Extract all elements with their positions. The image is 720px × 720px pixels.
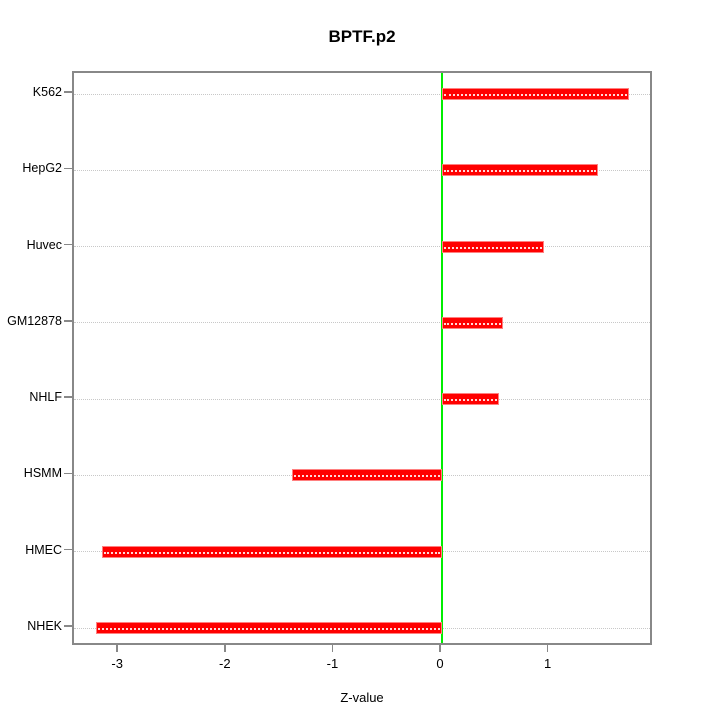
x-axis-tick: [331, 645, 334, 652]
bar: [442, 393, 500, 406]
grid-line: [74, 93, 650, 95]
bar-center-dots: [103, 551, 440, 554]
category-label: K562: [32, 85, 62, 99]
bar: [442, 88, 630, 100]
x-tick-label: -3: [111, 656, 123, 671]
x-axis-tick: [439, 645, 441, 652]
y-axis-tick: [64, 243, 72, 246]
category-label: HSMM: [23, 466, 62, 481]
grid-line: [74, 322, 650, 324]
category-label: GM12878: [7, 313, 62, 328]
grid-line: [74, 169, 650, 171]
bar: [292, 469, 442, 482]
bar-center-dots: [444, 170, 597, 173]
category-label: NHEK: [27, 619, 62, 633]
bar: [442, 316, 504, 329]
category-label: Huvec: [26, 237, 62, 252]
y-axis-tick: [64, 167, 72, 170]
chart-title: BPTF.p2: [328, 27, 396, 46]
bar-center-dots: [444, 94, 628, 96]
zero-reference-line: [441, 73, 443, 643]
y-axis-tick: [64, 320, 72, 322]
category-label: HepG2: [22, 161, 62, 176]
grid-line: [74, 246, 650, 248]
bar-center-dots: [294, 475, 440, 478]
y-axis-tick: [64, 548, 72, 551]
plot-area: [72, 71, 652, 645]
bar-center-dots: [97, 628, 440, 630]
y-axis-tick: [64, 625, 72, 627]
bar-center-dots: [444, 399, 498, 402]
grid-line: [74, 398, 650, 400]
bar: [95, 622, 442, 634]
x-axis-tick: [116, 645, 118, 652]
x-axis-label: Z-value: [340, 690, 384, 705]
bar-center-dots: [444, 246, 543, 249]
category-label: HMEC: [25, 542, 62, 557]
bar-center-dots: [444, 322, 502, 325]
y-axis-tick: [64, 91, 72, 93]
x-tick-label: 1: [543, 656, 552, 671]
x-tick-label: -1: [326, 656, 339, 671]
x-tick-label: 0: [436, 656, 444, 671]
y-axis-tick: [64, 396, 72, 398]
bar: [442, 240, 545, 253]
y-axis-tick: [64, 472, 72, 475]
x-axis-tick: [224, 645, 226, 652]
bar: [442, 164, 599, 177]
x-tick-label: -2: [219, 656, 231, 671]
category-label: NHLF: [29, 390, 62, 405]
bar: [101, 545, 442, 558]
x-axis-tick: [546, 645, 549, 652]
